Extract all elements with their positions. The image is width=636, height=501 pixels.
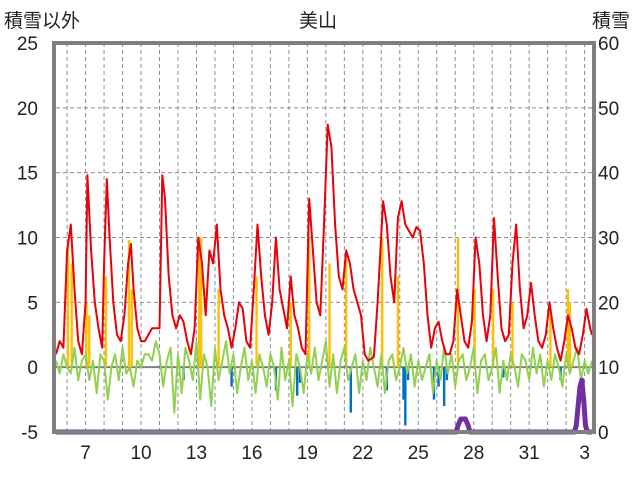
chart-title: 美山 <box>298 11 337 32</box>
sunshine-bar <box>566 289 570 368</box>
sunshine-bar <box>473 289 476 368</box>
precipitation-bar <box>349 367 352 413</box>
sunshine-bar <box>568 302 572 368</box>
right-tick-label: 40 <box>598 164 619 185</box>
sunshine-bar <box>308 237 311 368</box>
sunshine-bar <box>344 250 348 368</box>
wind-line <box>55 340 593 414</box>
right-tick-label: 50 <box>598 99 619 120</box>
left-tick-label: 10 <box>17 229 38 250</box>
precipitation-bar <box>437 367 440 387</box>
precipitation-bar <box>230 367 233 387</box>
right-tick-label: 20 <box>598 293 619 314</box>
left-axis-title: 積雪以外 <box>4 11 81 32</box>
right-tick-label: 10 <box>598 358 619 379</box>
precipitation-bar <box>442 367 446 407</box>
sunshine-bar <box>66 243 70 368</box>
x-tick-label: 25 <box>408 443 429 464</box>
x-tick-label: 28 <box>463 443 484 464</box>
right-axis-title: 積雪 <box>591 11 630 32</box>
right-tick-label: 30 <box>598 229 619 250</box>
precipitation-bar <box>298 367 302 383</box>
left-tick-label: 25 <box>17 34 38 55</box>
precipitation-bar <box>502 367 505 378</box>
sunshine-bar <box>491 289 495 368</box>
axis-labels: -5 0 5 10 15 20 25 0 10 20 30 40 50 60 7 10 13 16 19 22 25 28… <box>17 34 619 464</box>
x-tick-label: 19 <box>297 443 318 464</box>
sunshine-bar <box>549 308 552 368</box>
sunshine-bar <box>130 289 133 368</box>
sunshine-bar <box>328 263 331 368</box>
left-tick-label: 20 <box>17 99 38 120</box>
right-tick-label: 60 <box>598 34 619 55</box>
sunshine-bar <box>289 302 292 368</box>
sunshine-bar <box>381 237 384 368</box>
left-tick-label: 15 <box>17 164 38 185</box>
left-tick-label: -5 <box>21 423 38 444</box>
left-tick-label: 5 <box>27 293 38 314</box>
sunshine-bar <box>199 237 203 368</box>
temperature-line <box>55 123 593 362</box>
precipitation-bar <box>404 367 407 426</box>
sunshine-bar <box>127 240 131 368</box>
sunshine-bar <box>198 237 201 368</box>
line-series <box>55 123 593 435</box>
x-tick-label: 16 <box>241 443 262 464</box>
sunshine-bar <box>255 276 258 368</box>
x-tick-label: 13 <box>186 443 207 464</box>
snow-depth-line <box>56 377 592 435</box>
sunshine-bar <box>88 315 91 368</box>
bar-series <box>66 237 572 426</box>
x-tick-label: 31 <box>519 443 540 464</box>
sunshine-bar <box>85 302 88 368</box>
sunshine-bar <box>396 276 400 368</box>
precipitation-bar <box>402 367 405 400</box>
sunshine-bar <box>217 289 220 368</box>
sunshine-bar <box>70 263 73 368</box>
sunshine-bar <box>104 276 108 368</box>
x-tick-label: 3 <box>579 443 590 464</box>
sunshine-bar <box>511 302 514 368</box>
x-tick-label: 7 <box>80 443 91 464</box>
right-tick-label: 0 <box>598 423 609 444</box>
left-tick-label: 0 <box>27 358 38 379</box>
precipitation-bar <box>296 367 299 396</box>
x-tick-label: 22 <box>352 443 373 464</box>
plot-frame <box>52 41 596 434</box>
x-tick-label: 10 <box>130 443 151 464</box>
